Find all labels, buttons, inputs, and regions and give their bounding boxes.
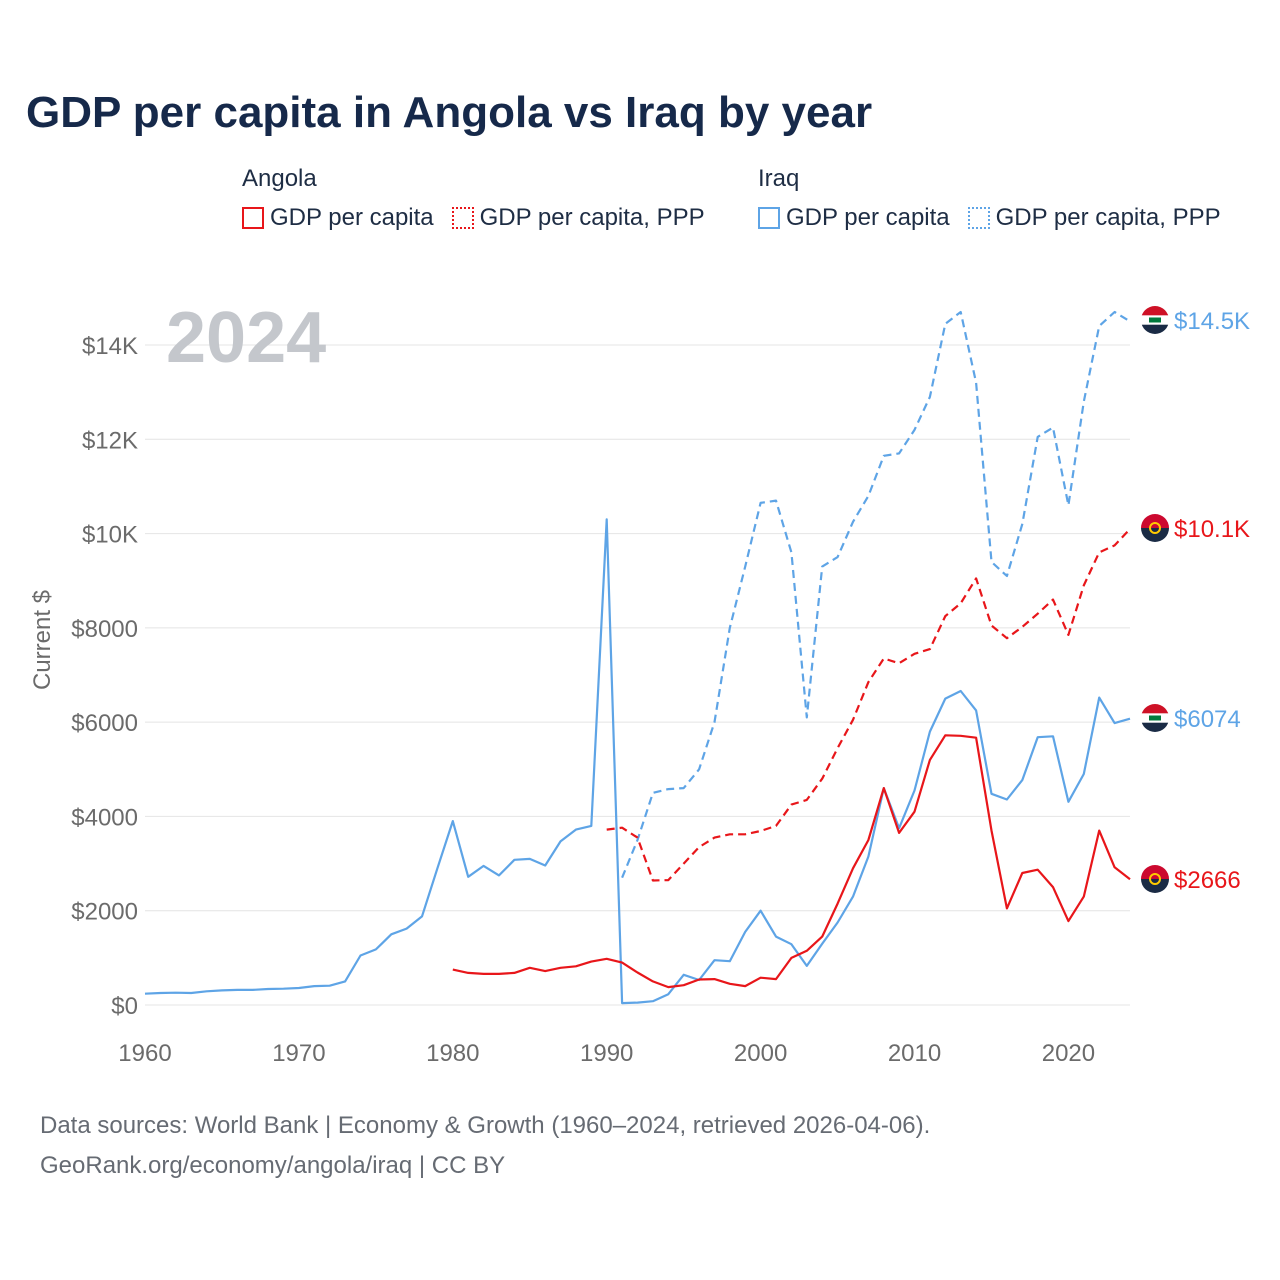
x-tick-label: 1980 bbox=[426, 1040, 479, 1067]
y-tick-label: $14K bbox=[82, 333, 138, 360]
y-axis-label: Current $ bbox=[29, 590, 56, 690]
legend-label: GDP per capita, PPP bbox=[479, 204, 705, 231]
iraq-flag-icon bbox=[1141, 306, 1169, 334]
legend-swatch-solid bbox=[758, 207, 780, 229]
year-overlay: 2024 bbox=[166, 298, 326, 378]
legend-group-title: Angola bbox=[242, 165, 317, 192]
y-tick-label: $4000 bbox=[71, 804, 138, 831]
legend-group-iraq: Iraq GDP per capita GDP per capita, PPP bbox=[758, 162, 1221, 232]
angola-flag-icon bbox=[1141, 514, 1169, 542]
end-label-angola-gdp-ppp: $10.1K bbox=[1174, 516, 1250, 543]
legend-swatch-dotted bbox=[451, 207, 474, 229]
legend-label: GDP per capita bbox=[270, 204, 434, 231]
x-tick-label: 1960 bbox=[118, 1040, 171, 1067]
end-label-iraq-gdp-ppp: $14.5K bbox=[1174, 308, 1250, 335]
y-tick-label: $10K bbox=[82, 522, 138, 549]
angola-flag-icon bbox=[1141, 865, 1169, 893]
y-tick-label: $6000 bbox=[71, 710, 138, 737]
source-link[interactable]: GeoRank.org/economy/angola/iraq | CC BY bbox=[40, 1152, 506, 1179]
x-tick-label: 2000 bbox=[734, 1040, 787, 1067]
legend-group-angola: Angola GDP per capita GDP per capita, PP… bbox=[242, 162, 705, 232]
legend-swatch-solid bbox=[242, 207, 264, 229]
end-label-iraq-gdp: $6074 bbox=[1174, 706, 1241, 733]
y-tick-label: $0 bbox=[111, 993, 138, 1020]
legend-item-iraq-gdp[interactable]: GDP per capita bbox=[758, 204, 950, 232]
legend-swatch-dotted bbox=[967, 207, 990, 229]
legend-group-title: Iraq bbox=[758, 165, 800, 192]
x-tick-label: 2020 bbox=[1042, 1040, 1095, 1067]
y-tick-label: $12K bbox=[82, 427, 138, 454]
series-line-iraq-gdp-per-capita-ppp bbox=[621, 310, 1131, 879]
y-tick-label: $8000 bbox=[71, 616, 138, 643]
series-line-angola-gdp-per-capita-ppp bbox=[606, 528, 1131, 882]
source-note: Data sources: World Bank | Economy & Gro… bbox=[40, 1106, 930, 1186]
end-label-angola-gdp: $2666 bbox=[1174, 867, 1241, 894]
page-title: GDP per capita in Angola vs Iraq by year bbox=[26, 88, 873, 137]
x-tick-label: 1970 bbox=[272, 1040, 325, 1067]
legend-item-angola-gdp-ppp[interactable]: GDP per capita, PPP bbox=[451, 204, 705, 232]
legend-label: GDP per capita bbox=[786, 204, 950, 231]
source-line: Data sources: World Bank | Economy & Gro… bbox=[40, 1112, 931, 1139]
x-tick-label: 1990 bbox=[580, 1040, 633, 1067]
legend-item-iraq-gdp-ppp[interactable]: GDP per capita, PPP bbox=[967, 204, 1221, 232]
series-line-angola-gdp-per-capita bbox=[452, 734, 1131, 989]
legend-label: GDP per capita, PPP bbox=[995, 204, 1221, 231]
y-tick-label: $2000 bbox=[71, 899, 138, 926]
iraq-flag-icon bbox=[1141, 704, 1169, 732]
x-tick-label: 2010 bbox=[888, 1040, 941, 1067]
legend-item-angola-gdp[interactable]: GDP per capita bbox=[242, 204, 434, 232]
series-line-iraq-gdp-per-capita bbox=[144, 518, 1131, 1005]
